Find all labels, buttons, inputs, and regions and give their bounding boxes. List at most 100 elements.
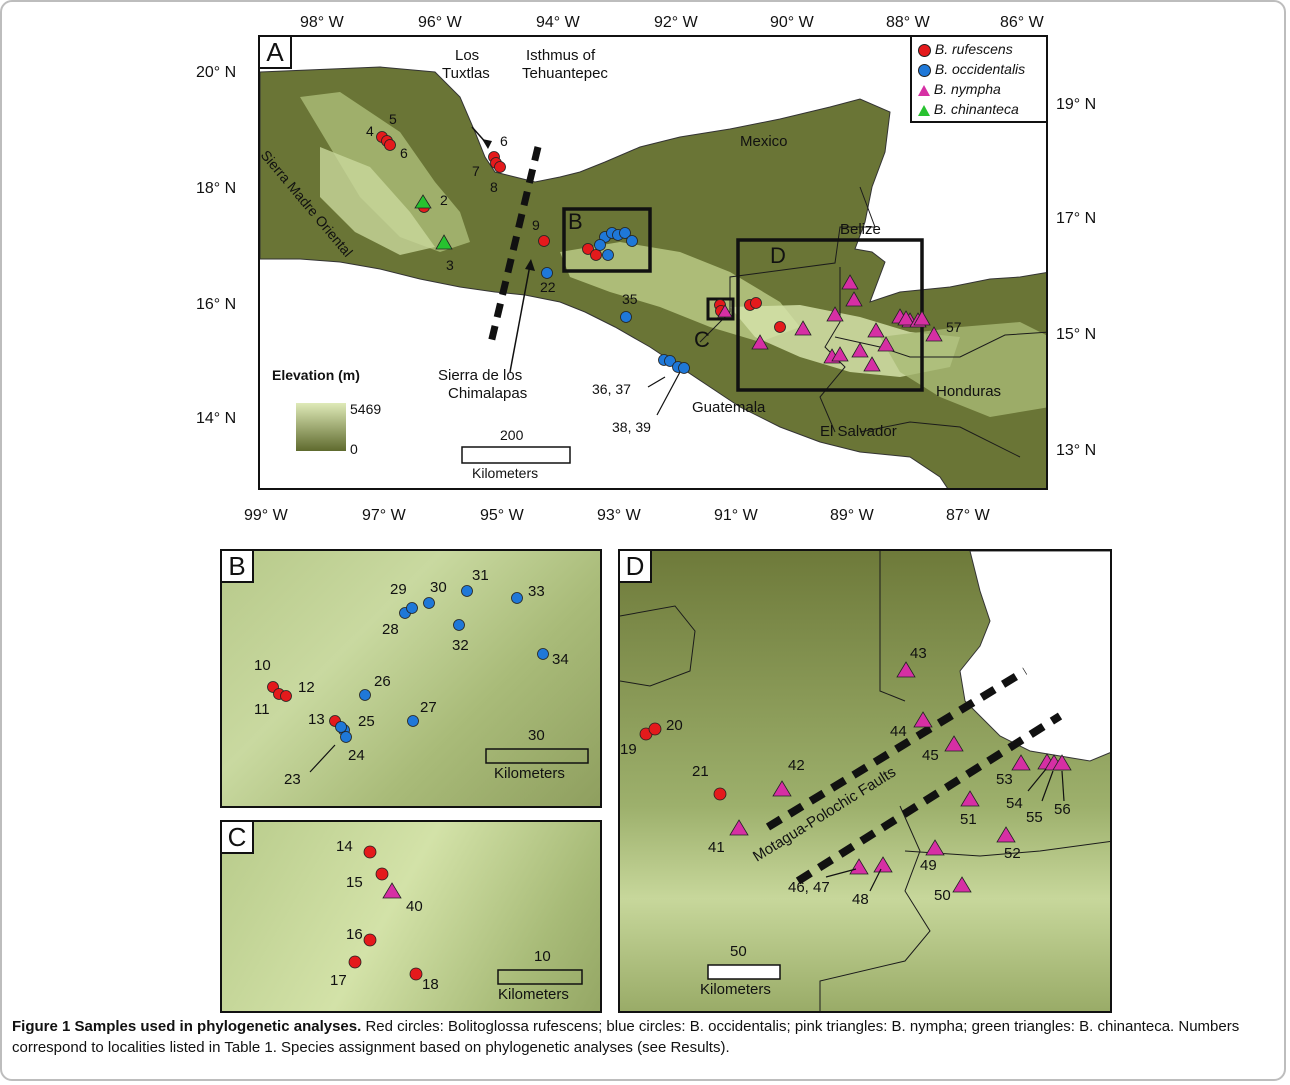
site-32 xyxy=(453,619,465,631)
sierra-madre-ridge xyxy=(300,92,470,252)
site-17 xyxy=(348,955,362,969)
box-b xyxy=(562,207,652,273)
leader-46-47 xyxy=(825,868,857,878)
bottom-lon-95: 95° W xyxy=(480,507,524,524)
site-21 xyxy=(713,787,727,801)
site-54 xyxy=(897,310,915,326)
site-30 xyxy=(423,597,435,609)
elevation-max: 5469 xyxy=(350,401,382,417)
guatemala-label: Guatemala xyxy=(692,399,766,416)
scale-value-a: 200 xyxy=(500,427,524,443)
caption-title: Figure 1 Samples used in phylogenetic an… xyxy=(12,1018,362,1035)
legend-label-chinanteca: B. chinanteca xyxy=(933,101,1019,117)
elevation-title: Elevation (m) xyxy=(272,367,360,383)
panel-d-map: D 19 20 21 41 42 43 44 45 46, 47 48 49 5… xyxy=(618,549,1112,1013)
site-label-4: 5 xyxy=(389,111,397,127)
site-41 xyxy=(751,334,769,350)
occidentalis-points xyxy=(541,227,690,374)
site-label-11: 11 xyxy=(254,701,270,718)
site-15 xyxy=(375,867,389,881)
site-27 xyxy=(407,715,419,727)
panel-b-svg xyxy=(267,585,589,773)
site-19b xyxy=(750,297,762,309)
scale-value-b: 30 xyxy=(528,727,545,744)
site-20 xyxy=(648,722,662,736)
panel-b-map: B 10 11 12 13 23 24 25 26 27 28 29 30 31… xyxy=(220,549,602,808)
site-42-d xyxy=(772,780,792,797)
chimalapas-label-2: Chimalapas xyxy=(448,385,528,402)
right-lat-15: 15° N xyxy=(1056,326,1097,343)
leader-36-37 xyxy=(647,376,666,388)
bottom-lon-89: 89° W xyxy=(830,507,874,524)
site-label-25: 25 xyxy=(358,713,375,730)
chinanteca-points xyxy=(414,194,453,250)
site-label-29: 29 xyxy=(390,581,407,598)
site-label-51: 51 xyxy=(960,811,977,828)
site-label-55: 55 xyxy=(1026,809,1043,826)
legend-item-rufescens: B. rufescens xyxy=(918,41,1013,57)
site-label-32: 32 xyxy=(452,637,469,654)
site-label-12: 12 xyxy=(298,679,315,696)
site-b6 xyxy=(602,249,614,261)
site-label-38-39: 38, 39 xyxy=(612,419,651,435)
panel-c-map: C 14 15 16 17 18 40 10 Kilometers xyxy=(220,820,602,1013)
site-label-43: 43 xyxy=(910,645,927,662)
site-label-10: 10 xyxy=(254,657,271,674)
right-lat-19: 19° N xyxy=(1056,96,1097,113)
scale-unit-d: Kilometers xyxy=(700,981,771,998)
figure-caption: Figure 1 Samples used in phylogenetic an… xyxy=(12,1016,1278,1058)
site-52-d xyxy=(996,826,1016,843)
site-22 xyxy=(541,267,553,279)
site-label-13: 13 xyxy=(308,711,325,728)
site-49-d xyxy=(925,839,945,856)
site-2 xyxy=(435,234,453,250)
left-lat-18: 18° N xyxy=(196,180,237,197)
leader-56 xyxy=(1061,770,1065,802)
chimalapas-arrow xyxy=(509,264,531,373)
site-56-d xyxy=(1052,754,1072,771)
left-lat-16: 16° N xyxy=(196,296,237,313)
site-label-35: 35 xyxy=(622,291,638,307)
legend-marker-chinanteca xyxy=(918,104,930,116)
site-label-36-37: 36, 37 xyxy=(592,381,631,397)
site-12 xyxy=(280,690,292,702)
site-label-50: 50 xyxy=(934,887,951,904)
site-43-d xyxy=(896,661,916,678)
bottom-lon-99: 99° W xyxy=(244,507,288,524)
panel-c-letter: C xyxy=(222,822,254,854)
site-21 xyxy=(774,321,786,333)
panel-d-borders xyxy=(620,551,1110,1011)
site-43 xyxy=(841,274,859,290)
site-50 xyxy=(877,336,895,352)
site-label-48: 48 xyxy=(852,891,869,908)
legend-item-occidentalis: B. occidentalis xyxy=(918,61,1025,77)
fault-line-2 xyxy=(795,712,1063,885)
site-b7 xyxy=(594,239,606,251)
site-label-22: 22 xyxy=(540,279,556,295)
site-label-49: 49 xyxy=(920,857,937,874)
top-lon-86: 86° W xyxy=(1000,14,1044,31)
honduras-label: Honduras xyxy=(936,383,1002,400)
site-40-c xyxy=(382,882,402,899)
site-16 xyxy=(363,933,377,947)
bottom-lon-87: 87° W xyxy=(946,507,990,524)
caption-text: Red circles: Bolitoglossa rufescens; blu… xyxy=(12,1018,1240,1056)
site-53-d xyxy=(1011,754,1031,771)
leader-38-39 xyxy=(656,371,681,416)
site-label-15: 15 xyxy=(346,874,363,891)
site-label-2: 3 xyxy=(446,257,454,273)
site-14 xyxy=(363,845,377,859)
site-1-chinanteca xyxy=(414,194,432,209)
site-label-31: 31 xyxy=(472,567,489,584)
el-salvador-label: El Salvador xyxy=(820,423,897,440)
site-label-30: 30 xyxy=(430,579,447,596)
top-lon-94: 94° W xyxy=(536,14,580,31)
site-9 xyxy=(538,235,550,247)
scale-bar-c xyxy=(497,969,583,985)
legend-item-chinanteca: B. chinanteca xyxy=(918,101,1019,117)
box-d-label: D xyxy=(770,243,786,268)
site-34 xyxy=(537,648,549,660)
site-label-46-47: 46, 47 xyxy=(788,879,830,896)
legend-marker-rufescens xyxy=(918,43,931,57)
site-13 xyxy=(590,249,602,261)
